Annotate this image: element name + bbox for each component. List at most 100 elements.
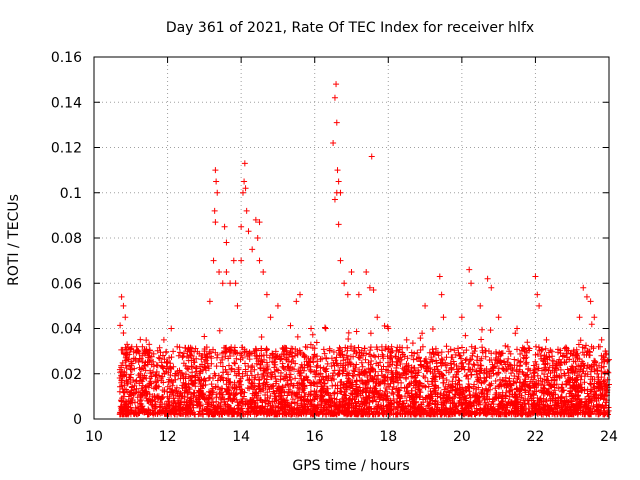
data-point (221, 223, 228, 230)
data-point (436, 273, 443, 280)
data-point (245, 228, 252, 235)
data-point (341, 280, 348, 287)
chart-title: Day 361 of 2021, Rate Of TEC Index for r… (166, 20, 534, 36)
data-point (223, 268, 230, 275)
data-point (120, 330, 127, 337)
data-point (239, 189, 246, 196)
y-tick-label: 0.06 (51, 276, 82, 292)
data-point (216, 268, 223, 275)
y-tick-label: 0.12 (51, 141, 82, 157)
data-point (274, 302, 281, 309)
data-point (120, 302, 127, 309)
data-point (118, 293, 125, 300)
data-point (576, 314, 583, 321)
data-point (363, 268, 370, 275)
data-point (466, 266, 473, 273)
data-point (370, 287, 377, 294)
y-tick-label: 0.16 (51, 50, 82, 66)
axis-ticks: 10 12 14 16 18 20 22 24 0 0.02 0.04 0.06 0.08 0.1 0.12… (51, 50, 618, 445)
y-tick-label: 0.08 (51, 231, 82, 247)
data-point (561, 359, 568, 366)
data-point (335, 221, 342, 228)
data-point (232, 280, 239, 287)
data-point (242, 185, 249, 192)
data-point (438, 291, 445, 298)
data-point (333, 119, 340, 126)
data-point (534, 291, 541, 298)
data-point (598, 336, 605, 343)
data-point (249, 246, 256, 253)
data-point (477, 302, 484, 309)
data-point (256, 219, 263, 226)
data-point (514, 325, 521, 332)
data-point (213, 178, 220, 185)
data-point (532, 273, 539, 280)
data-point (241, 160, 248, 167)
data-point (122, 314, 129, 321)
data-point (331, 196, 338, 203)
data-point (223, 239, 230, 246)
data-point (168, 325, 175, 332)
data-point (335, 178, 342, 185)
y-tick-label: 0.02 (51, 367, 82, 383)
data-point (374, 314, 381, 321)
data-point (334, 167, 341, 174)
data-point (602, 348, 609, 355)
x-tick-label: 10 (85, 429, 103, 445)
data-point (587, 298, 594, 305)
data-point (214, 189, 221, 196)
data-point (543, 336, 550, 343)
data-point (260, 268, 267, 275)
y-tick-label: 0.1 (60, 186, 82, 202)
x-tick-label: 12 (159, 429, 177, 445)
data-point (254, 235, 261, 241)
data-point (201, 348, 208, 355)
data-point (238, 257, 245, 264)
x-tick-label: 14 (232, 429, 250, 445)
y-tick-label: 0.04 (51, 322, 82, 338)
data-point (495, 314, 502, 321)
data-point (210, 257, 217, 264)
data-point (293, 298, 300, 305)
data-point (219, 280, 226, 287)
data-point (256, 257, 263, 264)
data-points (116, 81, 612, 418)
data-point (297, 291, 303, 298)
data-point (440, 314, 447, 321)
data-point (403, 336, 410, 343)
data-point (368, 153, 375, 160)
data-point (458, 314, 465, 321)
data-point (580, 284, 587, 291)
data-point (468, 280, 475, 287)
data-point (234, 302, 241, 309)
data-point (322, 325, 329, 332)
data-point (536, 302, 543, 309)
data-point (385, 325, 392, 332)
data-point (488, 284, 495, 291)
data-point (333, 81, 340, 88)
y-axis-label: ROTI / TECUs (6, 194, 22, 286)
data-point (124, 341, 131, 348)
data-point (146, 341, 153, 348)
dense-band-markers (116, 321, 612, 418)
data-point (263, 291, 270, 298)
data-point (484, 275, 491, 282)
data-point (206, 298, 213, 305)
x-axis-label: GPS time / hours (292, 458, 409, 474)
x-tick-label: 24 (600, 429, 618, 445)
data-point (337, 189, 344, 196)
data-point (344, 291, 351, 298)
y-tick-label: 0 (73, 412, 82, 428)
data-point (348, 268, 355, 275)
data-point (211, 207, 218, 214)
data-point (230, 257, 237, 264)
x-tick-label: 18 (379, 429, 397, 445)
data-point (331, 94, 338, 101)
data-point (366, 284, 373, 291)
x-tick-label: 16 (306, 429, 324, 445)
data-point (186, 348, 193, 355)
data-point (267, 314, 274, 321)
data-point (160, 336, 167, 343)
data-point (227, 280, 234, 287)
